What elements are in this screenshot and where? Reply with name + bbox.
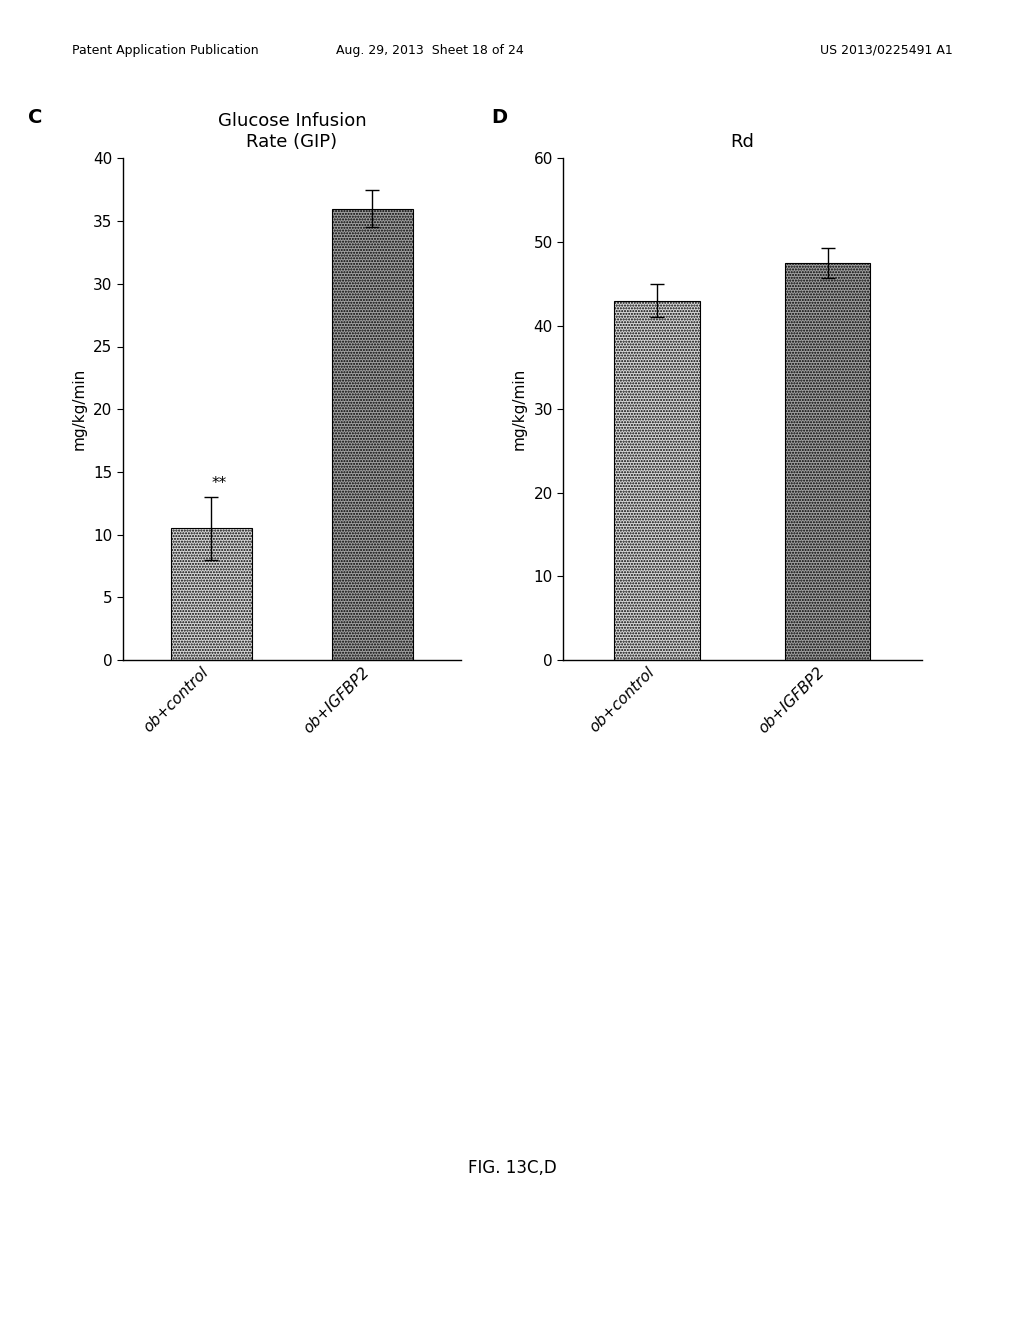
Text: **: ** <box>212 475 227 491</box>
Title: Rd: Rd <box>730 133 755 152</box>
Y-axis label: mg/kg/min: mg/kg/min <box>71 368 86 450</box>
Y-axis label: mg/kg/min: mg/kg/min <box>511 368 526 450</box>
Text: D: D <box>492 108 508 127</box>
Text: US 2013/0225491 A1: US 2013/0225491 A1 <box>819 44 952 57</box>
Bar <box>332 209 413 660</box>
Bar <box>614 301 699 660</box>
Bar <box>171 528 252 660</box>
Title: Glucose Infusion
Rate (GIP): Glucose Infusion Rate (GIP) <box>217 112 367 152</box>
Bar <box>785 263 870 660</box>
Text: Patent Application Publication: Patent Application Publication <box>72 44 258 57</box>
Text: C: C <box>29 108 43 127</box>
Text: FIG. 13C,D: FIG. 13C,D <box>468 1159 556 1177</box>
Text: Aug. 29, 2013  Sheet 18 of 24: Aug. 29, 2013 Sheet 18 of 24 <box>336 44 524 57</box>
